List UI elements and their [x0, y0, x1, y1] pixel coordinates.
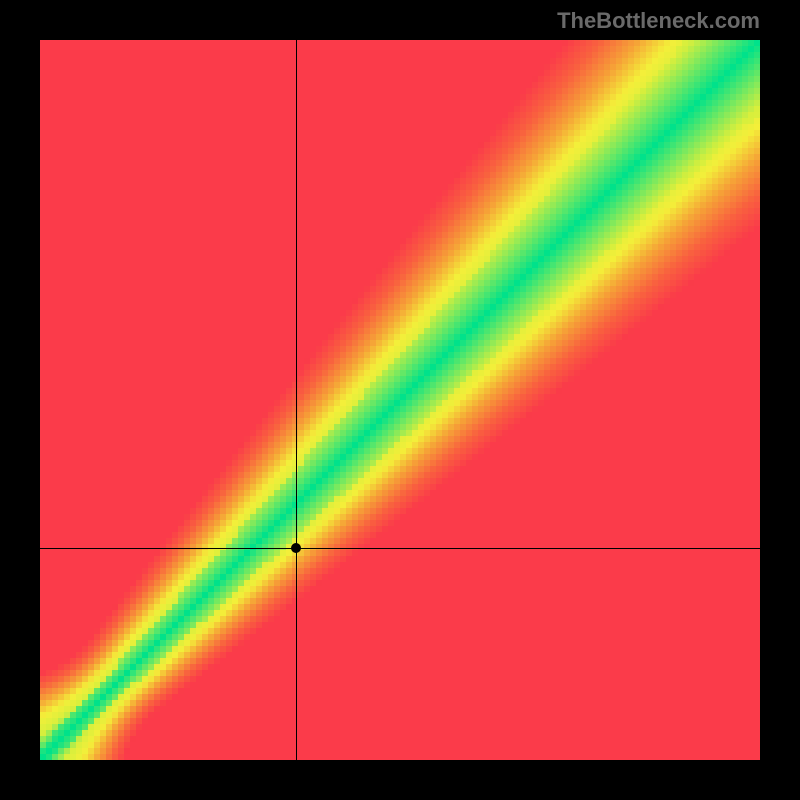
chart-outer-frame: TheBottleneck.com [0, 0, 800, 800]
heatmap-canvas [40, 40, 760, 760]
heatmap-plot-area [40, 40, 760, 760]
crosshair-marker-dot [291, 543, 301, 553]
crosshair-vertical [296, 40, 297, 760]
watermark-text: TheBottleneck.com [557, 8, 760, 34]
crosshair-horizontal [40, 548, 760, 549]
